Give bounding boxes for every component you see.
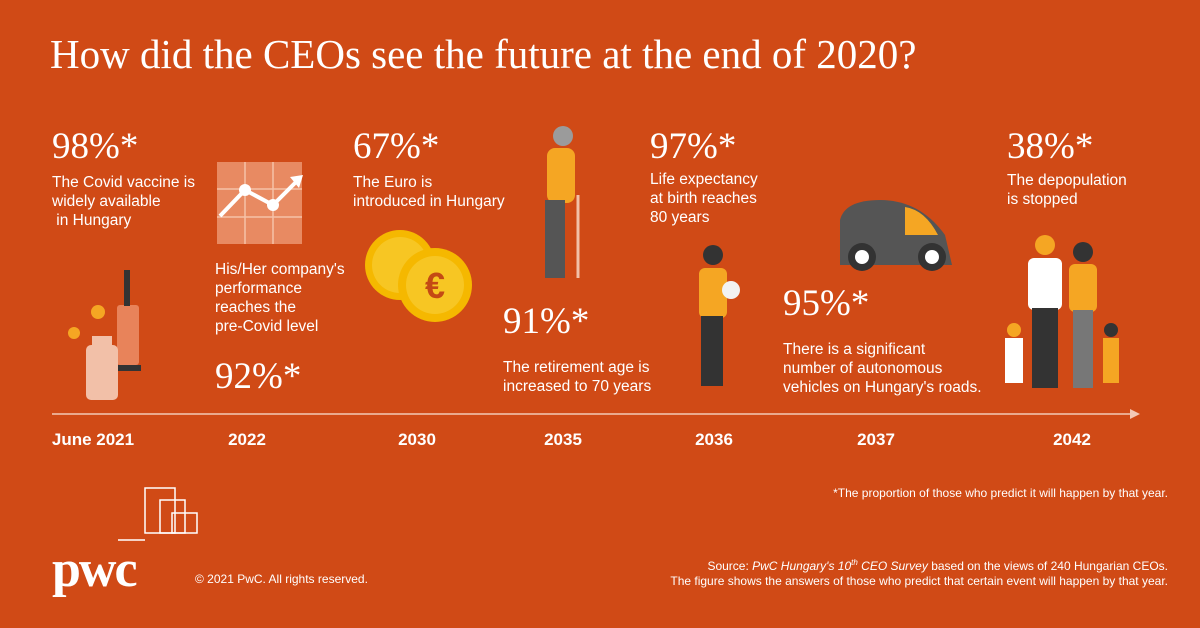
description-line: The Euro is <box>353 174 433 191</box>
share: 97%* <box>650 126 737 167</box>
share: 67%* <box>353 126 440 167</box>
source-title: PwC Hungary's 10th CEO Survey <box>752 558 928 573</box>
description-line: reaches the <box>215 299 296 316</box>
description-line: at birth reaches <box>650 190 757 207</box>
elderly-man-icon <box>545 126 580 278</box>
source-label: Source: <box>707 559 749 573</box>
source: Source: PwC Hungary's 10th CEO Survey ba… <box>707 558 1168 573</box>
car-icon <box>840 200 952 271</box>
copyright: © 2021 PwC. All rights reserved. <box>195 572 368 586</box>
family-icon <box>1005 235 1119 388</box>
share: 95%* <box>783 283 870 324</box>
logo-graphic <box>118 487 198 541</box>
source-title-sup: th <box>851 558 858 567</box>
vaccine-icon <box>68 270 141 400</box>
share: 98%* <box>52 126 139 167</box>
description-line: introduced in Hungary <box>353 193 505 210</box>
description-line: pre-Covid level <box>215 318 319 335</box>
coins-icon: € <box>365 230 472 322</box>
description-line: increased to 70 years <box>503 378 652 395</box>
description-line: The retirement age is <box>503 359 650 376</box>
description-line: The depopulation <box>1007 172 1127 189</box>
footnote: *The proportion of those who predict it … <box>833 486 1168 500</box>
description-line: is stopped <box>1007 191 1078 208</box>
year-label: 2037 <box>857 430 895 449</box>
svg-text:€: € <box>425 265 445 306</box>
description-line: vehicles on Hungary's roads. <box>783 379 982 396</box>
year-label: 2030 <box>398 430 436 449</box>
share: 91%* <box>503 301 590 342</box>
description-line: performance <box>215 280 303 297</box>
chart-icon <box>217 162 303 244</box>
year-label: 2036 <box>695 430 733 449</box>
description-line: in Hungary <box>52 212 132 229</box>
note: The figure shows the answers of those wh… <box>670 574 1168 588</box>
timeline-arrow <box>1130 409 1140 419</box>
source-title-a: PwC Hungary's 10 <box>752 559 852 573</box>
description-line: Life expectancy <box>650 171 758 188</box>
year-label: 2035 <box>544 430 582 449</box>
share: 92%* <box>215 356 302 397</box>
description-line: His/Her company's <box>215 261 345 278</box>
title: How did the CEOs see the future at the e… <box>50 31 917 77</box>
description-line: There is a significant <box>783 341 926 358</box>
share: 38%* <box>1007 126 1094 167</box>
year-label: 2042 <box>1053 430 1091 449</box>
description-line: 80 years <box>650 209 710 226</box>
description-line: The Covid vaccine is <box>52 174 196 191</box>
description-line: number of autonomous <box>783 360 943 377</box>
mother-baby-icon <box>699 245 740 386</box>
year-label: 2022 <box>228 430 266 449</box>
source-text: based on the views of 240 Hungarian CEOs… <box>931 559 1168 573</box>
logo: pwc <box>52 541 138 598</box>
year-label: June 2021 <box>51 430 135 449</box>
description-line: widely available <box>52 193 161 210</box>
source-title-b: CEO Survey <box>861 559 928 573</box>
